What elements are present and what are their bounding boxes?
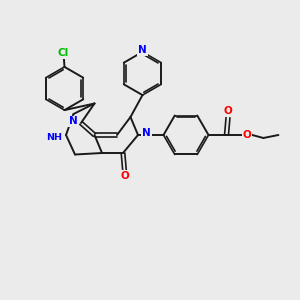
- Text: N: N: [138, 45, 147, 56]
- Text: O: O: [120, 171, 129, 181]
- Text: Cl: Cl: [57, 48, 69, 59]
- Text: NH: NH: [46, 133, 63, 142]
- Text: N: N: [69, 116, 78, 127]
- Text: O: O: [224, 106, 232, 116]
- Text: N: N: [142, 128, 151, 139]
- Text: O: O: [242, 130, 251, 140]
